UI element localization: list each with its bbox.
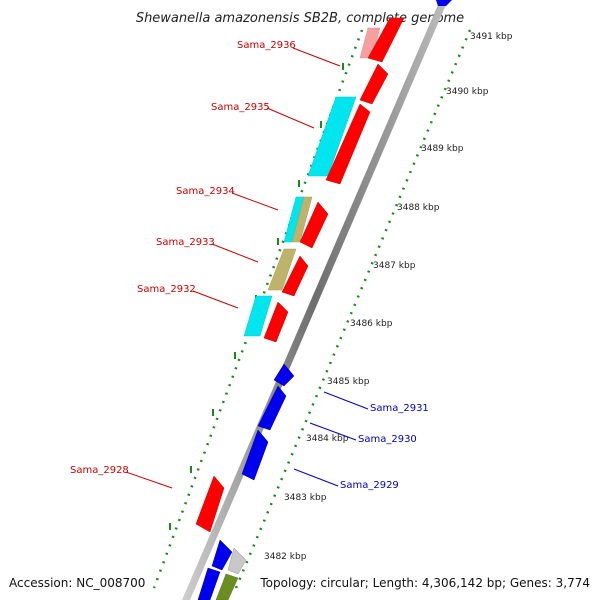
gene-label: Sama_2935 <box>211 102 270 113</box>
gene-blue-top <box>436 0 452 6</box>
gene-label: Sama_2933 <box>156 237 215 248</box>
accession-label: Accession: NC_008700 <box>9 576 145 590</box>
kbp-tick: 3490 kbp <box>446 87 489 97</box>
gene-features-inner <box>195 27 381 533</box>
kbp-tick: 3483 kbp <box>284 493 327 503</box>
gene-label: Sama_2934 <box>176 186 235 197</box>
gene-red-6 <box>263 301 289 343</box>
gene-sama-2932 <box>243 295 273 337</box>
gene-sama-2930 <box>257 385 287 431</box>
gene-sama-2929 <box>241 429 269 481</box>
kbp-tick: 3485 kbp <box>327 377 370 387</box>
gene-label: Sama_2936 <box>237 40 296 51</box>
kbp-ticks: 3491 kbp 3490 kbp 3489 kbp 3488 kbp 3487… <box>264 32 513 562</box>
kbp-tick: 3488 kbp <box>397 203 440 213</box>
gene-sama-2928 <box>195 475 225 533</box>
kbp-tick: 3486 kbp <box>350 319 393 329</box>
kbp-tick: 3489 kbp <box>421 144 464 154</box>
gene-label: Sama_2928 <box>70 465 129 476</box>
gene-label: Sama_2931 <box>370 403 429 414</box>
gene-label: Sama_2932 <box>137 284 196 295</box>
gene-sama-2933 <box>267 248 297 291</box>
gene-labels-left: Sama_2936 Sama_2935 Sama_2934 Sama_2933 … <box>70 40 341 489</box>
topology-label: Topology: circular; Length: 4,306,142 bp… <box>259 576 590 590</box>
gene-gray-bottom <box>227 547 247 575</box>
gene-label: Sama_2929 <box>340 480 399 491</box>
map-title: Shewanella amazonensis SB2B, complete ge… <box>136 11 464 26</box>
gene-red-1 <box>367 17 405 63</box>
gene-red-3 <box>325 103 371 185</box>
gene-features-outer <box>197 0 452 600</box>
gene-labels-right: Sama_2931 Sama_2930 Sama_2929 <box>293 391 429 491</box>
gene-blue-bottom-1 <box>211 539 233 571</box>
kbp-tick: 3487 kbp <box>373 261 416 271</box>
genome-backbone <box>182 0 448 600</box>
kbp-tick: 3491 kbp <box>470 32 513 42</box>
gene-sama-2931 <box>273 363 295 387</box>
gene-label: Sama_2930 <box>358 434 417 445</box>
gene-blue-bottom-2 <box>197 567 221 600</box>
gene-red-2 <box>359 63 389 105</box>
outer-dotted-ring <box>234 29 472 589</box>
kbp-tick: 3484 kbp <box>306 434 349 444</box>
gene-red-5 <box>281 255 309 297</box>
gene-olive-bottom <box>215 573 239 600</box>
gene-red-4 <box>299 201 329 249</box>
kbp-tick: 3482 kbp <box>264 552 307 562</box>
